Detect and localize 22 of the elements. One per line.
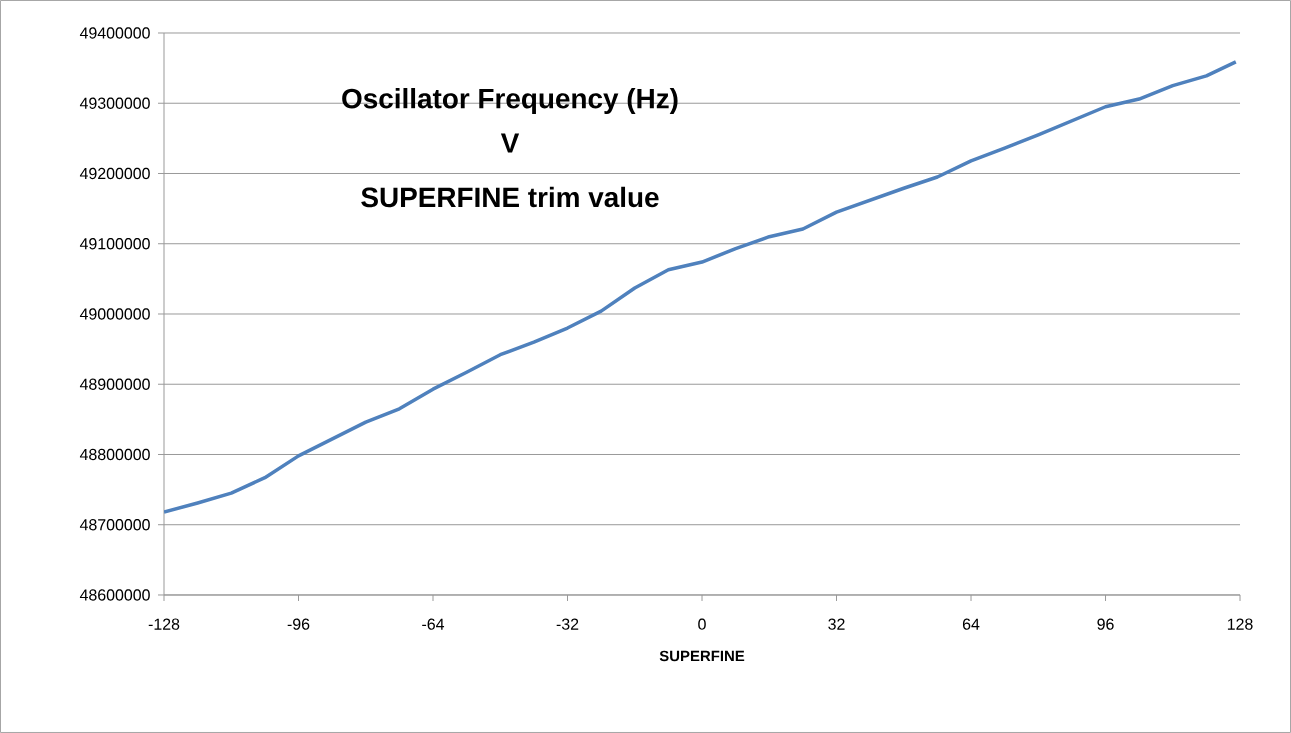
x-tick-label: -128 (148, 618, 180, 630)
text: Oscillator Frequency (Hz) (342, 88, 678, 114)
x-tick-label: 64 (962, 618, 980, 630)
x-tick-label: 96 (1097, 618, 1114, 630)
y-tick-label: 48900000 (79, 378, 150, 390)
y-tick-label: 48700000 (79, 519, 150, 531)
x-tick-label: 0 (698, 618, 706, 630)
x-tick-label: -96 (287, 618, 310, 630)
x-tick-label: -32 (556, 618, 579, 630)
x-tick-label: -64 (422, 618, 445, 630)
annotation: SUPERFINE trim value (361, 186, 659, 208)
y-tick-label: 49200000 (79, 167, 150, 180)
x-tick-label: 32 (828, 618, 845, 630)
y-tick-label: 49100000 (79, 238, 150, 250)
y-tick-label: 49300000 (79, 97, 150, 109)
text: V (500, 133, 520, 153)
y-tick-label: 49000000 (79, 308, 150, 320)
y-tick-label: 48600000 (79, 589, 150, 601)
y-tick-label: 49400000 (79, 27, 150, 39)
y-tick-label: 48800000 (79, 448, 150, 461)
x-tick-label: 128 (1227, 618, 1253, 630)
x-axis-title: SUPERFINE (659, 650, 745, 662)
